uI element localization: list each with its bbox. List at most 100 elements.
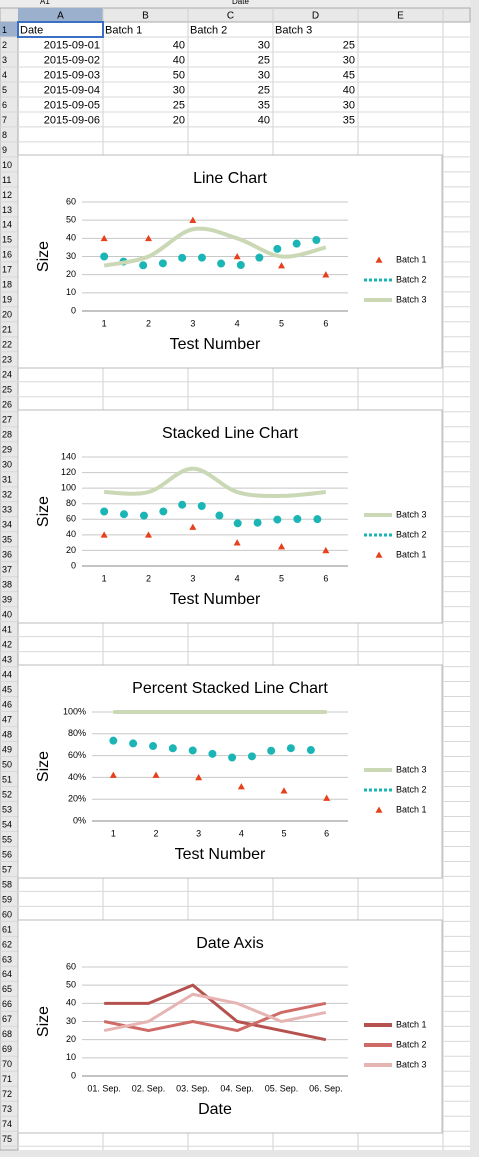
row-number: 48 bbox=[2, 729, 12, 739]
series-marker bbox=[278, 543, 285, 550]
legend-label: Batch 3 bbox=[396, 1059, 427, 1069]
chart-title: Line Chart bbox=[193, 170, 267, 187]
row-number: 59 bbox=[2, 894, 12, 904]
row-number: 18 bbox=[2, 280, 12, 290]
cell: 2015-09-04 bbox=[44, 84, 100, 96]
chart: Line Chart Size Test Number 0 10 20 30 40 50 60 1 2… bbox=[17, 154, 443, 369]
x-tick-label: 2 bbox=[153, 828, 158, 838]
series-line bbox=[103, 992, 327, 1033]
cell: 2015-09-06 bbox=[44, 114, 100, 126]
row-number: 21 bbox=[2, 325, 12, 335]
y-tick-label: 0 bbox=[71, 1070, 76, 1080]
x-axis-label: Date bbox=[198, 1101, 232, 1118]
column-header: D bbox=[312, 11, 319, 22]
x-tick-label: 5 bbox=[281, 828, 286, 838]
y-tick-label: 20% bbox=[68, 794, 86, 804]
y-tick-label: 50 bbox=[66, 980, 76, 990]
row-number: 51 bbox=[2, 774, 12, 784]
row-number: 8 bbox=[2, 130, 7, 140]
y-tick-label: 60 bbox=[66, 196, 76, 206]
y-axis-label: Size bbox=[35, 1006, 52, 1037]
series-marker bbox=[233, 539, 241, 546]
row-number: 72 bbox=[2, 1089, 12, 1099]
legend-label: Batch 1 bbox=[396, 804, 427, 814]
legend-label: Batch 3 bbox=[396, 509, 427, 519]
series-marker bbox=[322, 546, 330, 554]
y-tick-label: 20 bbox=[66, 545, 76, 555]
cell: 40 bbox=[173, 54, 185, 66]
row-number: 40 bbox=[2, 609, 12, 619]
x-tick-label: 02. Sep. bbox=[132, 1083, 166, 1093]
series-marker bbox=[109, 771, 117, 778]
x-tick-label: 4 bbox=[239, 828, 244, 838]
series-marker bbox=[145, 531, 152, 538]
legend-label: Batch 2 bbox=[396, 1039, 427, 1049]
x-tick-label: 2 bbox=[146, 573, 151, 583]
row-number: 71 bbox=[2, 1074, 12, 1084]
legend-label: Batch 1 bbox=[396, 1019, 427, 1029]
x-axis-label: Test Number bbox=[170, 336, 261, 353]
cell: 45 bbox=[343, 69, 355, 81]
row-number: 54 bbox=[2, 819, 12, 829]
series-marker bbox=[145, 234, 152, 242]
cell: 30 bbox=[258, 69, 270, 81]
row-number: 64 bbox=[2, 969, 12, 979]
y-tick-label: 100% bbox=[63, 706, 86, 716]
y-tick-label: 40 bbox=[66, 529, 76, 539]
series-marker bbox=[280, 787, 288, 794]
row-number: 55 bbox=[2, 834, 12, 844]
row-number: 50 bbox=[2, 759, 12, 769]
row-number: 3 bbox=[2, 55, 7, 65]
row-number: 45 bbox=[2, 684, 12, 694]
row-number: 63 bbox=[2, 954, 12, 964]
selected-cell bbox=[17, 21, 104, 38]
row-number: 16 bbox=[2, 250, 12, 260]
column-header: A bbox=[57, 11, 64, 22]
row-number: 15 bbox=[2, 235, 12, 245]
row-number: 10 bbox=[2, 160, 12, 170]
cell: 50 bbox=[173, 69, 185, 81]
legend-label: Batch 1 bbox=[396, 254, 427, 264]
series-marker bbox=[323, 794, 331, 801]
x-tick-label: 6 bbox=[324, 828, 329, 838]
cell: 30 bbox=[343, 54, 355, 66]
y-axis-label: Size bbox=[35, 751, 52, 782]
y-tick-label: 20 bbox=[66, 1034, 76, 1044]
cell: Date bbox=[20, 24, 43, 36]
row-number: 19 bbox=[2, 295, 12, 305]
y-tick-label: 60 bbox=[66, 514, 76, 524]
x-tick-label: 1 bbox=[102, 573, 107, 583]
row-number: 58 bbox=[2, 879, 12, 889]
column-header: C bbox=[227, 11, 234, 22]
row-number: 53 bbox=[2, 804, 12, 814]
cell: 2015-09-02 bbox=[44, 54, 100, 66]
y-tick-label: 40 bbox=[66, 998, 76, 1008]
x-tick-label: 03. Sep. bbox=[176, 1083, 210, 1093]
x-tick-label: 5 bbox=[279, 573, 284, 583]
row-number: 68 bbox=[2, 1029, 12, 1039]
column-header: B bbox=[142, 11, 149, 22]
x-tick-label: 5 bbox=[279, 318, 284, 328]
y-tick-label: 120 bbox=[61, 467, 76, 477]
cell: 25 bbox=[343, 39, 355, 51]
y-tick-label: 60% bbox=[68, 750, 86, 760]
series-line bbox=[103, 226, 327, 268]
y-tick-label: 20 bbox=[66, 269, 76, 279]
row-number: 32 bbox=[2, 490, 12, 500]
row-number: 39 bbox=[2, 594, 12, 604]
row-number: 1 bbox=[2, 25, 7, 35]
x-tick-label: 6 bbox=[323, 318, 328, 328]
row-number: 66 bbox=[2, 999, 12, 1009]
series-marker bbox=[152, 771, 160, 778]
row-number: 23 bbox=[2, 355, 12, 365]
legend-label: Batch 2 bbox=[396, 529, 427, 539]
formula-text: Date bbox=[232, 0, 249, 6]
row-number: 41 bbox=[2, 624, 12, 634]
row-number: 11 bbox=[2, 175, 11, 185]
row-number: 36 bbox=[2, 550, 12, 560]
y-tick-label: 30 bbox=[66, 1016, 76, 1026]
window-shadow bbox=[470, 0, 479, 1157]
y-tick-label: 10 bbox=[66, 287, 76, 297]
row-number: 33 bbox=[2, 505, 12, 515]
